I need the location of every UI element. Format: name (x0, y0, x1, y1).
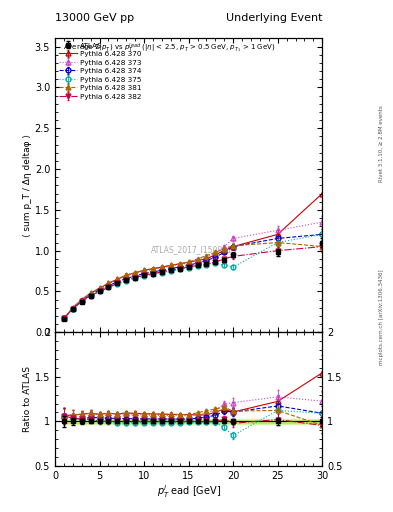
Text: 13000 GeV pp: 13000 GeV pp (55, 13, 134, 23)
Legend: ATLAS, Pythia 6.428 370, Pythia 6.428 373, Pythia 6.428 374, Pythia 6.428 375, P: ATLAS, Pythia 6.428 370, Pythia 6.428 37… (57, 40, 143, 101)
Y-axis label: ⟨ sum p_T / Δη deltaφ ⟩: ⟨ sum p_T / Δη deltaφ ⟩ (23, 134, 32, 237)
Text: ATLAS_2017_I1509919: ATLAS_2017_I1509919 (151, 246, 237, 254)
Text: mcplots.cern.ch [arXiv:1306.3436]: mcplots.cern.ch [arXiv:1306.3436] (379, 270, 384, 365)
Text: Average $\Sigma(p_T)$ vs $p_T^{lead}$ ($|\eta|$ < 2.5, $p_T$ > 0.5 GeV, $p_{T_1}: Average $\Sigma(p_T)$ vs $p_T^{lead}$ ($… (63, 41, 275, 55)
Text: Underlying Event: Underlying Event (226, 13, 322, 23)
Text: Rivet 3.1.10, ≥ 2.8M events: Rivet 3.1.10, ≥ 2.8M events (379, 105, 384, 182)
Y-axis label: Ratio to ATLAS: Ratio to ATLAS (23, 366, 32, 432)
X-axis label: $p_T^l$ ead [GeV]: $p_T^l$ ead [GeV] (156, 483, 221, 500)
